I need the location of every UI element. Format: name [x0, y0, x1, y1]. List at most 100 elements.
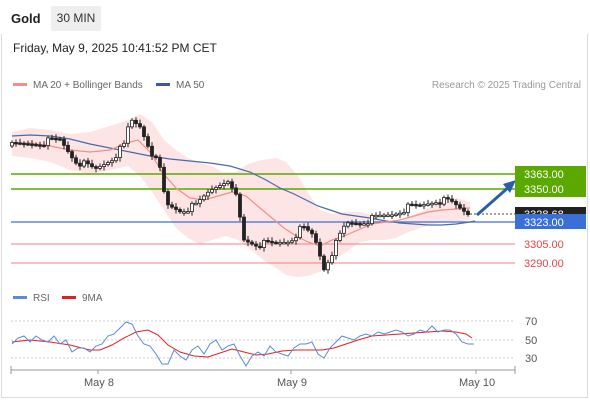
candle-up: [262, 239, 266, 248]
copyright-text: Research © 2025 Trading Central: [431, 80, 581, 91]
candle-down: [246, 239, 250, 243]
candle-down: [158, 157, 162, 168]
candle-down: [66, 144, 70, 152]
candle-down: [14, 141, 18, 145]
price-label-3323: 3323.00: [515, 214, 586, 229]
bollinger-band: [128, 114, 470, 277]
candle-up: [398, 212, 402, 216]
candlestick-group: [10, 117, 470, 274]
price-label-3350-text: 3350.00: [524, 184, 564, 196]
candle-down: [418, 204, 422, 207]
candle-up: [106, 162, 110, 165]
candle-up: [330, 255, 334, 264]
candle-up: [342, 225, 346, 234]
candle-up: [114, 157, 118, 162]
rsi-swatch: [13, 295, 27, 299]
candle-up: [366, 223, 370, 226]
candle-up: [346, 222, 350, 227]
x-label-may9: May 9: [277, 377, 307, 389]
instrument-tab-bar: Gold 30 MIN: [0, 0, 590, 36]
candle-up: [122, 142, 126, 147]
ma50-line: [11, 134, 476, 226]
candle-down: [450, 198, 454, 202]
candle-down: [162, 166, 166, 192]
candle-down: [54, 137, 58, 141]
candle-up: [210, 189, 214, 193]
price-label-3290: 3290.00: [524, 258, 564, 270]
rsi-axis-70: 70: [525, 316, 537, 328]
candle-down: [74, 157, 78, 164]
candle-up: [10, 141, 14, 147]
candle-down: [26, 143, 30, 146]
instrument-tab-gold[interactable]: Gold: [11, 11, 41, 26]
rsi-9ma-line: [11, 329, 473, 358]
rsi-line: [11, 321, 474, 367]
candle-down: [22, 142, 26, 146]
candle-up: [98, 166, 102, 169]
candle-down: [142, 126, 146, 138]
candle-down: [170, 204, 174, 208]
candle-down: [50, 137, 54, 140]
candle-up: [226, 181, 230, 185]
candle-up: [378, 214, 382, 218]
legend-ma50: MA 50: [156, 80, 204, 92]
candle-down: [138, 123, 142, 128]
candle-down: [166, 191, 170, 206]
ma9-swatch: [62, 295, 76, 299]
candle-down: [78, 162, 82, 167]
candle-up: [186, 211, 190, 214]
ma50-swatch: [156, 82, 170, 86]
timeframe-tab[interactable]: 30 MIN: [51, 6, 101, 31]
candle-up: [290, 240, 294, 243]
candle-down: [146, 136, 150, 147]
candle-up: [294, 237, 298, 242]
candle-up: [382, 214, 386, 218]
ma20-swatch: [13, 82, 27, 86]
legend-rsi-label: RSI: [33, 293, 50, 304]
legend-ma50-label: MA 50: [176, 80, 205, 91]
candle-up: [202, 195, 206, 201]
candle-down: [454, 200, 458, 206]
candle-up: [82, 160, 86, 167]
legend-9ma: 9MA: [62, 293, 103, 305]
price-label-3363: 3363.00: [515, 166, 586, 182]
candle-down: [306, 226, 310, 231]
chart-frame: [1, 34, 588, 398]
candle-up: [126, 126, 130, 144]
rsi-axis-30: 30: [525, 353, 537, 365]
candle-down: [178, 209, 182, 213]
legend-ma20: MA 20 + Bollinger Bands: [13, 80, 143, 92]
candle-up: [206, 191, 210, 197]
candle-up: [130, 119, 134, 128]
candle-up: [362, 223, 366, 226]
candle-down: [302, 225, 306, 229]
candle-down: [174, 206, 178, 210]
candle-down: [318, 241, 322, 257]
candle-down: [438, 202, 442, 205]
price-label-3305: 3305.00: [524, 239, 564, 251]
x-label-may10: May 10: [459, 377, 496, 389]
chart-datetime: Friday, May 9, 2025 10:41:52 PM CET: [13, 41, 217, 55]
candle-down: [154, 155, 158, 158]
candle-down: [410, 203, 414, 207]
candle-up: [286, 241, 290, 245]
candle-down: [34, 143, 38, 147]
candle-down: [62, 138, 66, 146]
candle-up: [422, 204, 426, 207]
candle-down: [466, 210, 470, 216]
bollinger-band-left: [12, 120, 128, 174]
candle-up: [278, 242, 282, 245]
trend-arrow-shaft: [476, 184, 511, 217]
candle-down: [250, 241, 254, 245]
candle-up: [118, 145, 122, 158]
candle-down: [30, 143, 34, 146]
candle-up: [222, 183, 226, 186]
candle-down: [242, 216, 246, 241]
candle-down: [58, 138, 62, 141]
candle-down: [42, 144, 46, 148]
price-label-3323-text: 3323.00: [524, 217, 564, 229]
candle-down: [446, 197, 450, 200]
candle-down: [350, 222, 354, 225]
candle-up: [326, 262, 330, 271]
